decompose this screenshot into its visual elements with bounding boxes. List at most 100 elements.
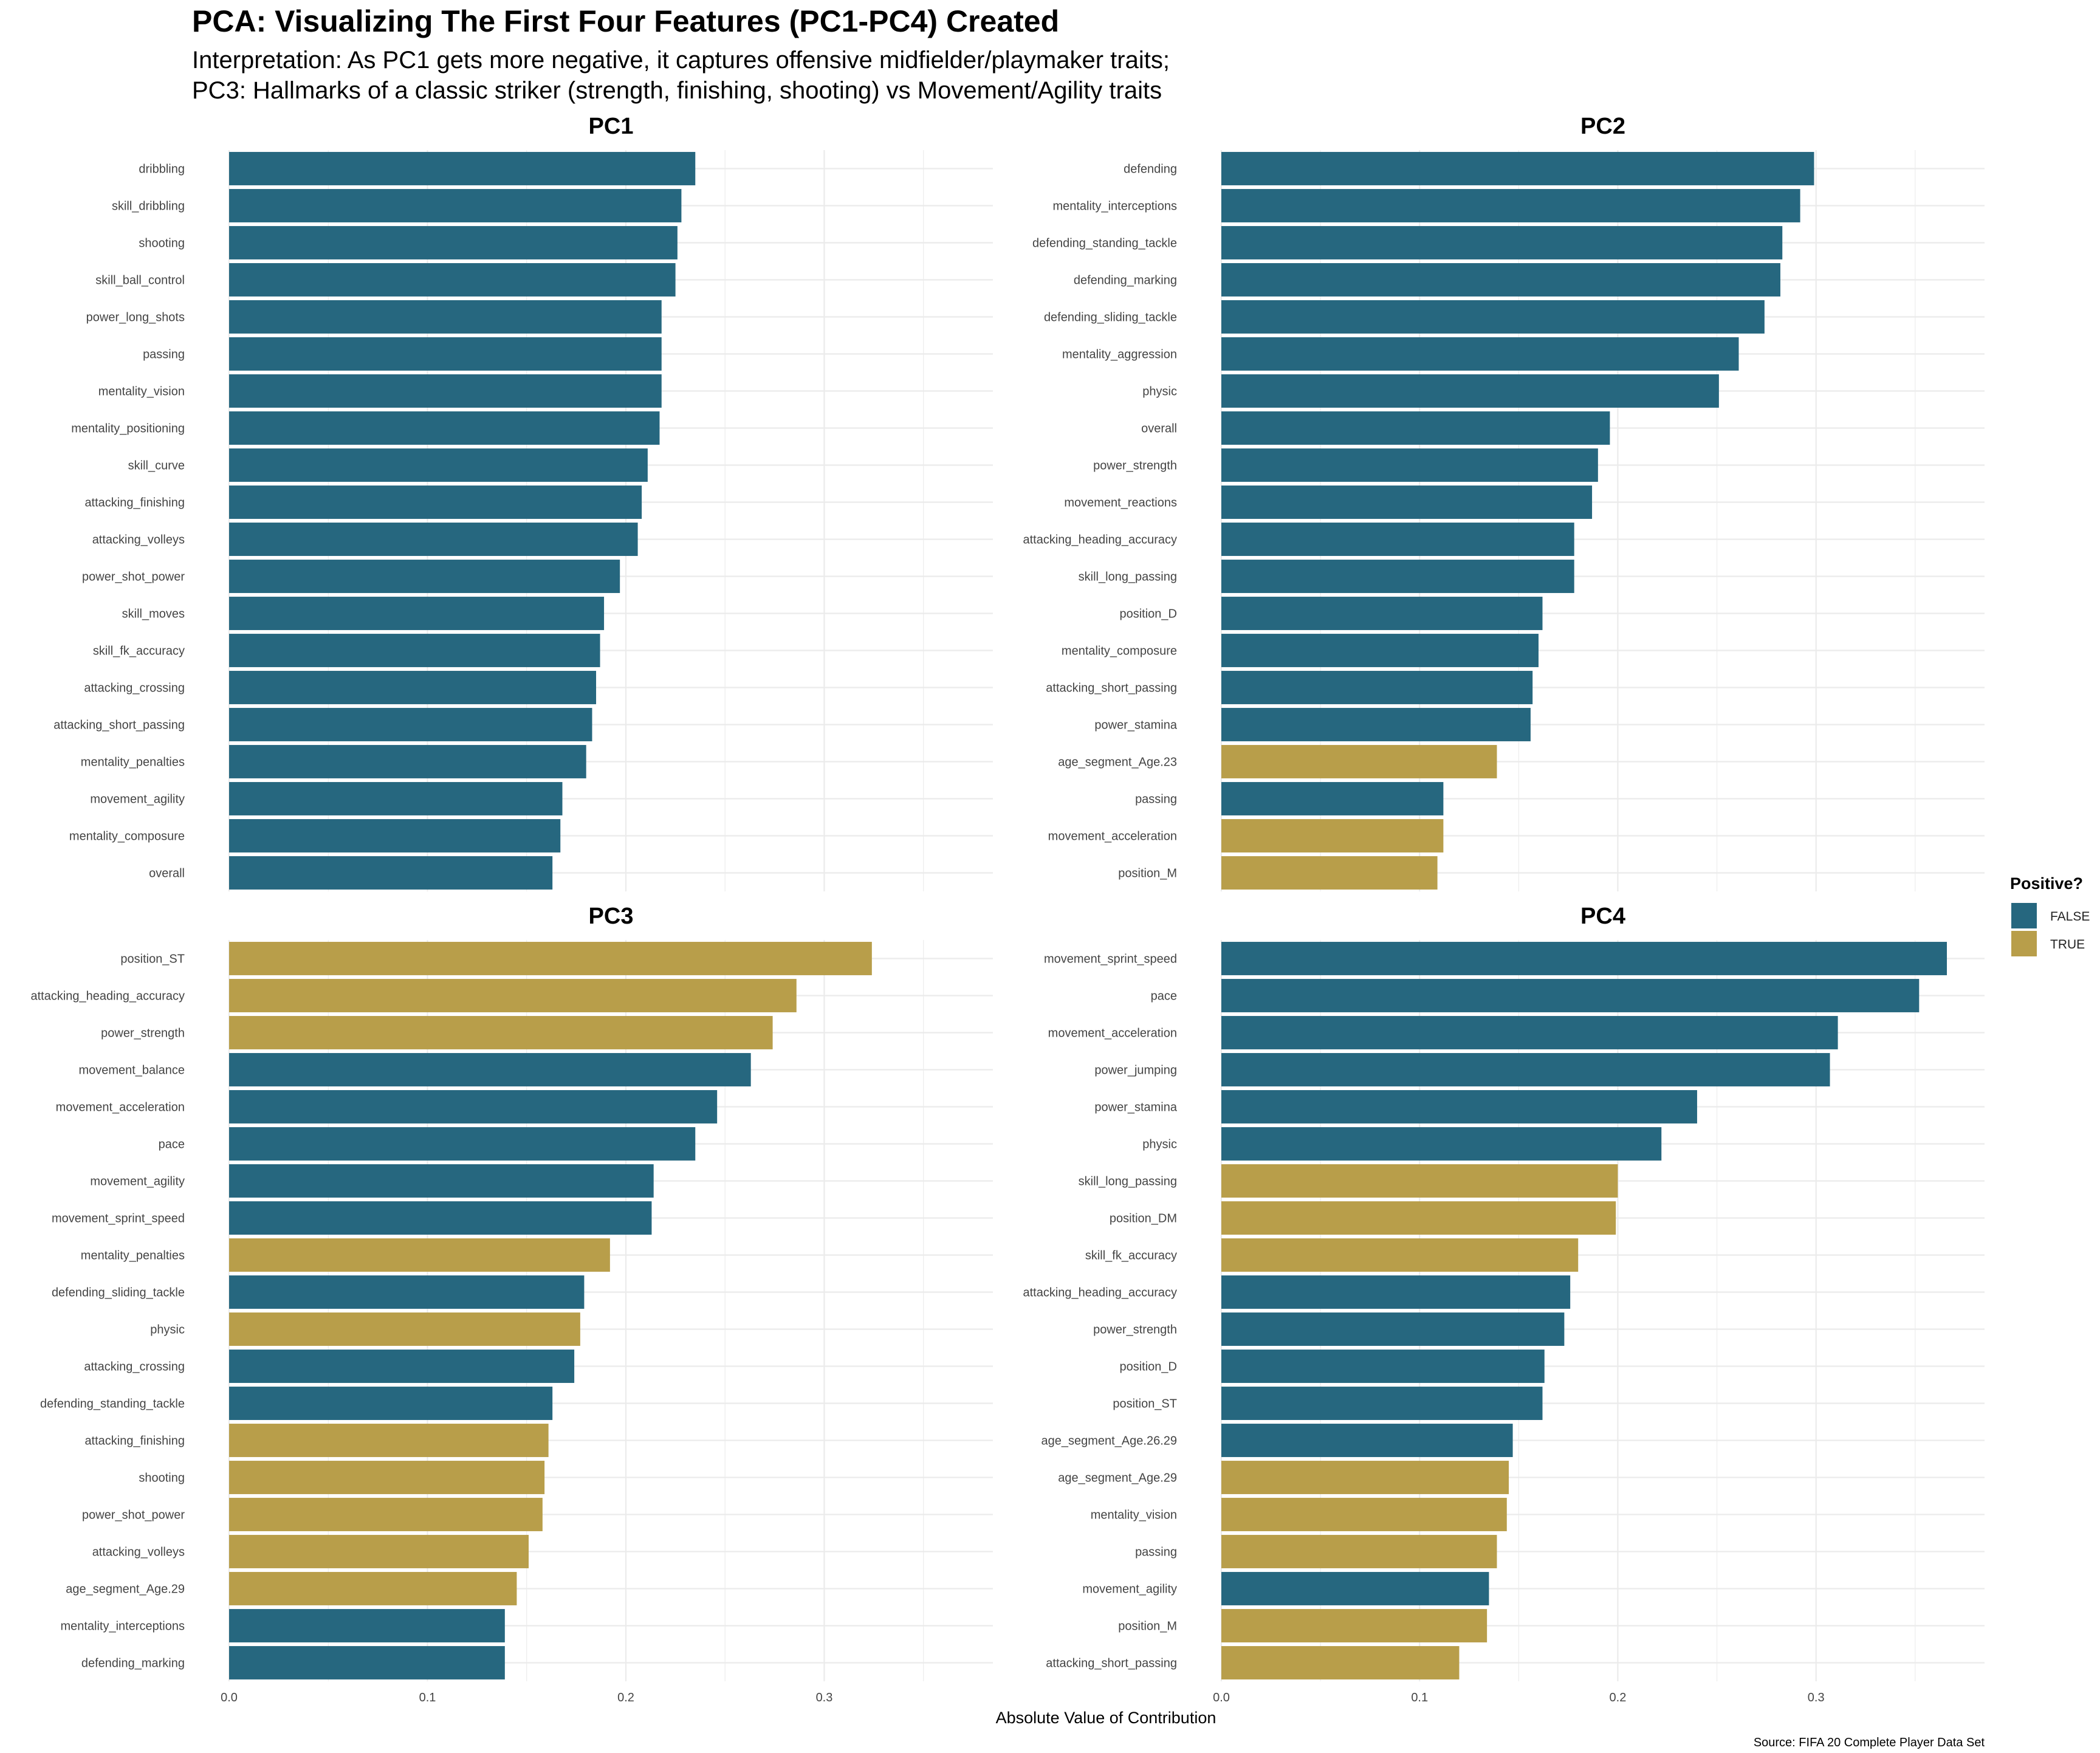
category-label: skill_fk_accuracy: [93, 645, 185, 658]
category-label: skill_moves: [122, 608, 185, 621]
bar-pc4-skill-long-passing: [1221, 1164, 1618, 1198]
bar-pc4-age-segment-age-26-29: [1221, 1424, 1513, 1457]
bar-pc4-movement-sprint-speed: [1221, 942, 1947, 975]
bar-pc4-position-m: [1221, 1609, 1487, 1642]
bar-pc4-age-segment-age-29: [1221, 1461, 1509, 1494]
bar-pc2-passing: [1221, 782, 1444, 815]
bar-pc2-position-d: [1221, 597, 1543, 630]
category-label: mentality_positioning: [71, 422, 185, 436]
bar-pc2-defending-marking: [1221, 263, 1780, 297]
category-label: position_DM: [1110, 1212, 1177, 1226]
category-label: position_ST: [120, 953, 185, 966]
bar-pc1-mentality-penalties: [229, 745, 586, 778]
legend-label-true: TRUE: [2050, 938, 2085, 952]
legend-label-false: FALSE: [2050, 910, 2090, 924]
category-label: attacking_crossing: [84, 682, 185, 695]
bar-pc1-skill-dribbling: [229, 189, 682, 222]
category-label: defending_standing_tackle: [1032, 237, 1177, 250]
category-label: mentality_penalties: [81, 756, 185, 769]
bar-pc4-power-jumping: [1221, 1053, 1830, 1086]
bar-pc3-attacking-crossing: [229, 1350, 575, 1383]
category-label: passing: [143, 348, 185, 362]
bar-pc2-attacking-heading-accuracy: [1221, 523, 1574, 556]
category-label: age_segment_Age.29: [1058, 1472, 1177, 1485]
category-label: physic: [150, 1323, 185, 1337]
category-label: shooting: [139, 1472, 185, 1485]
category-label: power_stamina: [1094, 1101, 1178, 1114]
bar-pc4-mentality-vision: [1221, 1498, 1507, 1531]
bar-pc3-mentality-penalties: [229, 1238, 610, 1272]
x-tick-label: 0.1: [419, 1691, 436, 1704]
bar-pc1-power-shot-power: [229, 560, 620, 593]
category-label: attacking_volleys: [92, 1546, 185, 1559]
bar-pc2-attacking-short-passing: [1221, 671, 1533, 704]
category-label: defending_standing_tackle: [40, 1398, 185, 1411]
category-label: movement_acceleration: [1048, 830, 1177, 843]
category-label: power_strength: [1093, 459, 1177, 473]
panel-title-pc1: PC1: [589, 114, 634, 139]
bar-pc4-attacking-short-passing: [1221, 1646, 1460, 1679]
category-label: overall: [149, 867, 185, 880]
bar-pc3-movement-sprint-speed: [229, 1201, 652, 1235]
bar-pc3-defending-sliding-tackle: [229, 1275, 585, 1309]
category-label: age_segment_Age.26.29: [1041, 1435, 1177, 1448]
category-label: power_jumping: [1094, 1064, 1177, 1077]
bar-pc2-skill-long-passing: [1221, 560, 1574, 593]
chart-subtitle-line-1: Interpretation: As PC1 gets more negativ…: [192, 47, 1170, 74]
category-label: movement_acceleration: [56, 1101, 185, 1114]
category-label: mentality_vision: [1091, 1509, 1177, 1522]
x-tick-label: 0.2: [1610, 1691, 1627, 1704]
category-label: pace: [159, 1138, 185, 1151]
bar-pc2-mentality-interceptions: [1221, 189, 1800, 222]
category-label: mentality_aggression: [1062, 348, 1177, 362]
bar-pc1-skill-ball-control: [229, 263, 676, 297]
panel-pc1: PC1 dribbling skill_dribbling shooting skill…: [53, 114, 993, 891]
bar-pc4-attacking-heading-accuracy: [1221, 1275, 1571, 1309]
bar-pc1-attacking-finishing: [229, 485, 642, 519]
legend-title: Positive?: [2010, 874, 2083, 893]
bar-pc4-power-stamina: [1221, 1090, 1697, 1123]
category-label: mentality_interceptions: [1052, 200, 1177, 213]
category-label: attacking_short_passing: [1046, 682, 1177, 695]
category-label: power_shot_power: [82, 1509, 185, 1522]
x-tick-label: 0.0: [1213, 1691, 1230, 1704]
x-tick-label: 0.1: [1411, 1691, 1428, 1704]
bar-pc2-defending-standing-tackle: [1221, 226, 1783, 259]
category-label: movement_sprint_speed: [1044, 953, 1177, 966]
category-label: attacking_crossing: [84, 1360, 185, 1374]
bar-pc4-skill-fk-accuracy: [1221, 1238, 1579, 1272]
x-axis-title: Absolute Value of Contribution: [996, 1709, 1216, 1727]
bar-pc2-movement-acceleration: [1221, 819, 1444, 852]
category-label: defending_marking: [1074, 274, 1177, 287]
category-label: movement_reactions: [1064, 496, 1177, 510]
category-label: physic: [1142, 1138, 1177, 1151]
category-label: physic: [1142, 385, 1177, 399]
category-label: mentality_vision: [98, 385, 185, 399]
category-label: skill_long_passing: [1079, 1175, 1177, 1189]
category-label: age_segment_Age.29: [66, 1583, 185, 1596]
bar-pc1-shooting: [229, 226, 678, 259]
bar-pc3-defending-standing-tackle: [229, 1387, 553, 1420]
category-label: power_long_shots: [86, 311, 185, 324]
category-label: mentality_interceptions: [60, 1620, 185, 1633]
bar-pc1-power-long-shots: [229, 300, 662, 334]
category-label: movement_sprint_speed: [52, 1212, 185, 1226]
x-tick-label: 0.0: [221, 1691, 238, 1704]
category-label: attacking_heading_accuracy: [1023, 533, 1177, 547]
bar-pc4-movement-acceleration: [1221, 1016, 1838, 1049]
bar-pc3-attacking-finishing: [229, 1424, 549, 1457]
bar-pc2-overall: [1221, 411, 1610, 445]
bar-pc2-position-m: [1221, 856, 1438, 890]
category-label: power_stamina: [1094, 719, 1178, 732]
category-label: power_shot_power: [82, 571, 185, 584]
panel-pc2: PC2 defending mentality_interceptionsdefen…: [1023, 114, 1985, 891]
bar-pc3-movement-balance: [229, 1053, 751, 1086]
category-label: movement_acceleration: [1048, 1027, 1177, 1040]
x-tick-label: 0.2: [617, 1691, 634, 1704]
category-label: skill_ball_control: [95, 274, 185, 287]
category-label: power_strength: [1093, 1323, 1177, 1337]
bar-pc1-movement-agility: [229, 782, 563, 815]
bar-pc3-attacking-volleys: [229, 1535, 529, 1568]
